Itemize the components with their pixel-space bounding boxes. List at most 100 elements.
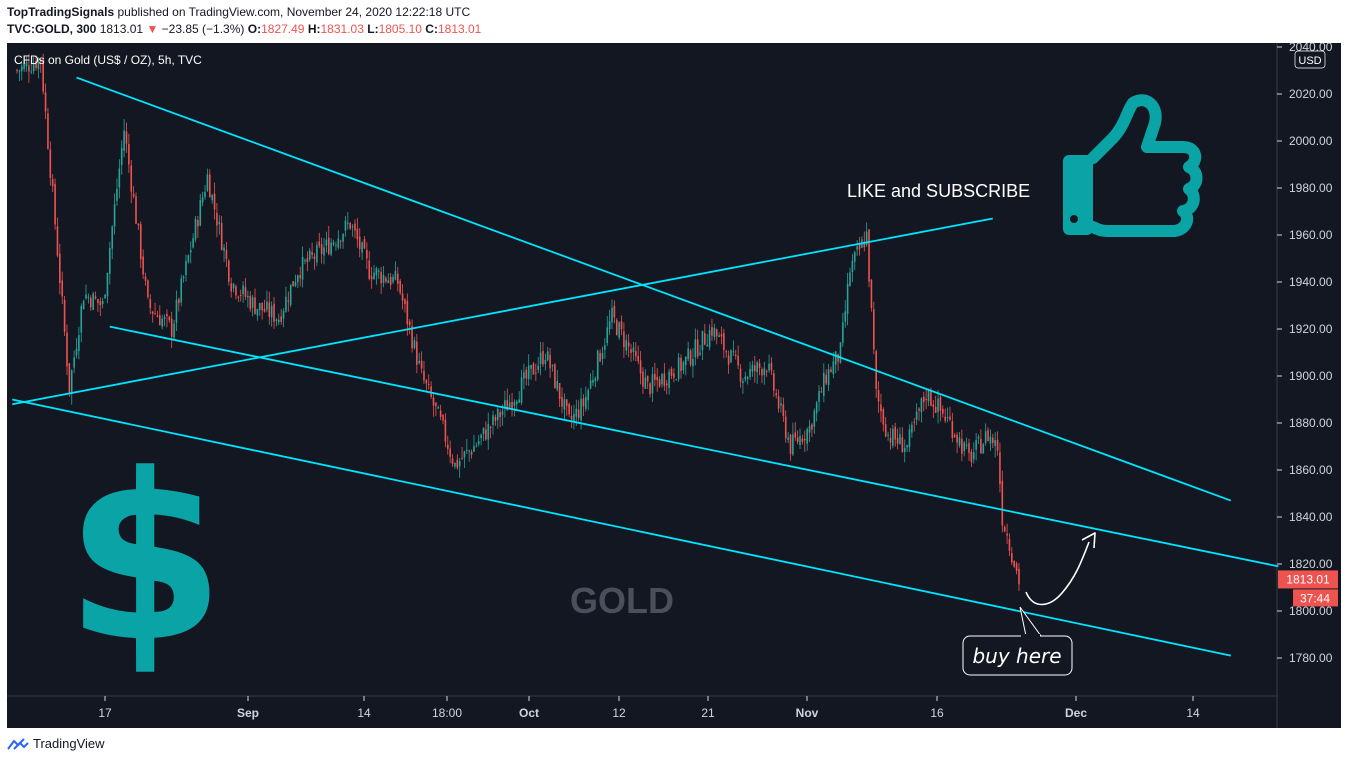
candle	[432, 392, 435, 417]
candle	[78, 326, 80, 360]
candle	[825, 369, 827, 386]
candle	[418, 352, 421, 365]
currency-label: USD	[1298, 55, 1321, 67]
symbol-watermark: GOLD	[570, 580, 674, 621]
candle	[351, 223, 354, 237]
author-name[interactable]: TopTradingSignals	[7, 5, 115, 19]
candle	[235, 284, 237, 300]
candle	[799, 428, 801, 449]
y-tick-label: 1780.00	[1289, 651, 1333, 665]
candle	[337, 230, 340, 250]
candle	[956, 432, 958, 454]
candle	[765, 369, 768, 377]
candle	[723, 328, 725, 359]
buy-here-callout[interactable]: buy here	[962, 606, 1073, 676]
candle	[80, 303, 83, 343]
candle	[382, 266, 385, 288]
candle	[508, 394, 511, 409]
candle	[492, 410, 494, 435]
currency-badge[interactable]	[1294, 50, 1326, 69]
time-axis[interactable]	[7, 696, 1277, 728]
price-chart[interactable]: GOLD 1780.00 1800.00 1820.00 1840.00 1860.00…	[7, 43, 1341, 728]
y-tick-label: 2020.00	[1289, 87, 1333, 101]
candle	[366, 242, 368, 270]
trendline[interactable]	[12, 398, 1231, 657]
y-tick-label: 1960.00	[1289, 228, 1333, 242]
candle	[311, 242, 313, 259]
candle	[730, 349, 732, 363]
candle	[689, 348, 692, 367]
candle	[1011, 547, 1013, 566]
candle	[587, 388, 589, 411]
candle	[44, 83, 47, 120]
candle	[554, 363, 556, 389]
candle	[808, 419, 811, 442]
candle	[292, 280, 294, 287]
candle	[387, 273, 390, 284]
candle	[982, 442, 985, 454]
candle	[185, 254, 187, 282]
candle	[965, 437, 968, 450]
candle	[635, 341, 637, 362]
candle	[151, 310, 154, 323]
candle	[1008, 533, 1011, 557]
candle	[425, 379, 428, 393]
candle	[911, 421, 913, 438]
candle	[732, 340, 735, 357]
candle	[223, 244, 225, 262]
candle	[456, 454, 459, 470]
candle	[830, 366, 832, 373]
candle	[1003, 525, 1006, 533]
candle	[228, 259, 230, 286]
y-tick-label: 1940.00	[1289, 275, 1333, 289]
candle	[178, 297, 180, 312]
candle	[206, 168, 209, 192]
candle	[535, 363, 537, 381]
candle	[882, 407, 885, 432]
candle	[549, 347, 551, 378]
candle	[599, 349, 601, 363]
x-tick-label: 14	[357, 706, 371, 720]
candle	[813, 408, 816, 434]
candle	[677, 352, 680, 382]
candle	[789, 433, 792, 461]
candle	[135, 192, 137, 224]
trendlines[interactable]	[12, 76, 1279, 657]
candle	[970, 448, 973, 467]
candle	[537, 356, 540, 374]
price-axis[interactable]	[1277, 43, 1341, 728]
candle	[104, 293, 106, 300]
y-tick-label: 1820.00	[1289, 557, 1333, 571]
candle	[754, 355, 756, 383]
candle	[794, 422, 797, 441]
candle	[749, 361, 751, 381]
candle	[654, 362, 656, 387]
candle	[873, 301, 875, 355]
candle	[61, 271, 64, 304]
candle	[1018, 562, 1020, 591]
candle	[347, 212, 349, 230]
candle	[237, 295, 240, 303]
candle	[358, 228, 361, 258]
candle	[775, 388, 778, 399]
candle	[401, 284, 404, 310]
candle	[385, 276, 387, 284]
symbol-label[interactable]: TVC:GOLD, 300	[7, 22, 97, 36]
candle	[297, 274, 299, 288]
candle	[787, 431, 789, 444]
candle	[644, 369, 647, 389]
tradingview-brand[interactable]: TradingView	[7, 736, 105, 751]
candle	[958, 432, 961, 448]
candle	[278, 313, 280, 326]
candle	[742, 377, 744, 394]
candle	[16, 68, 18, 74]
candle	[32, 56, 35, 75]
candle	[901, 427, 904, 453]
trendline[interactable]	[76, 76, 1232, 502]
candle	[542, 342, 544, 368]
trendline[interactable]	[109, 325, 1279, 568]
x-tick-label: Sep	[237, 706, 259, 720]
trendline[interactable]	[12, 217, 993, 406]
candle	[394, 261, 397, 281]
candle	[458, 457, 461, 478]
